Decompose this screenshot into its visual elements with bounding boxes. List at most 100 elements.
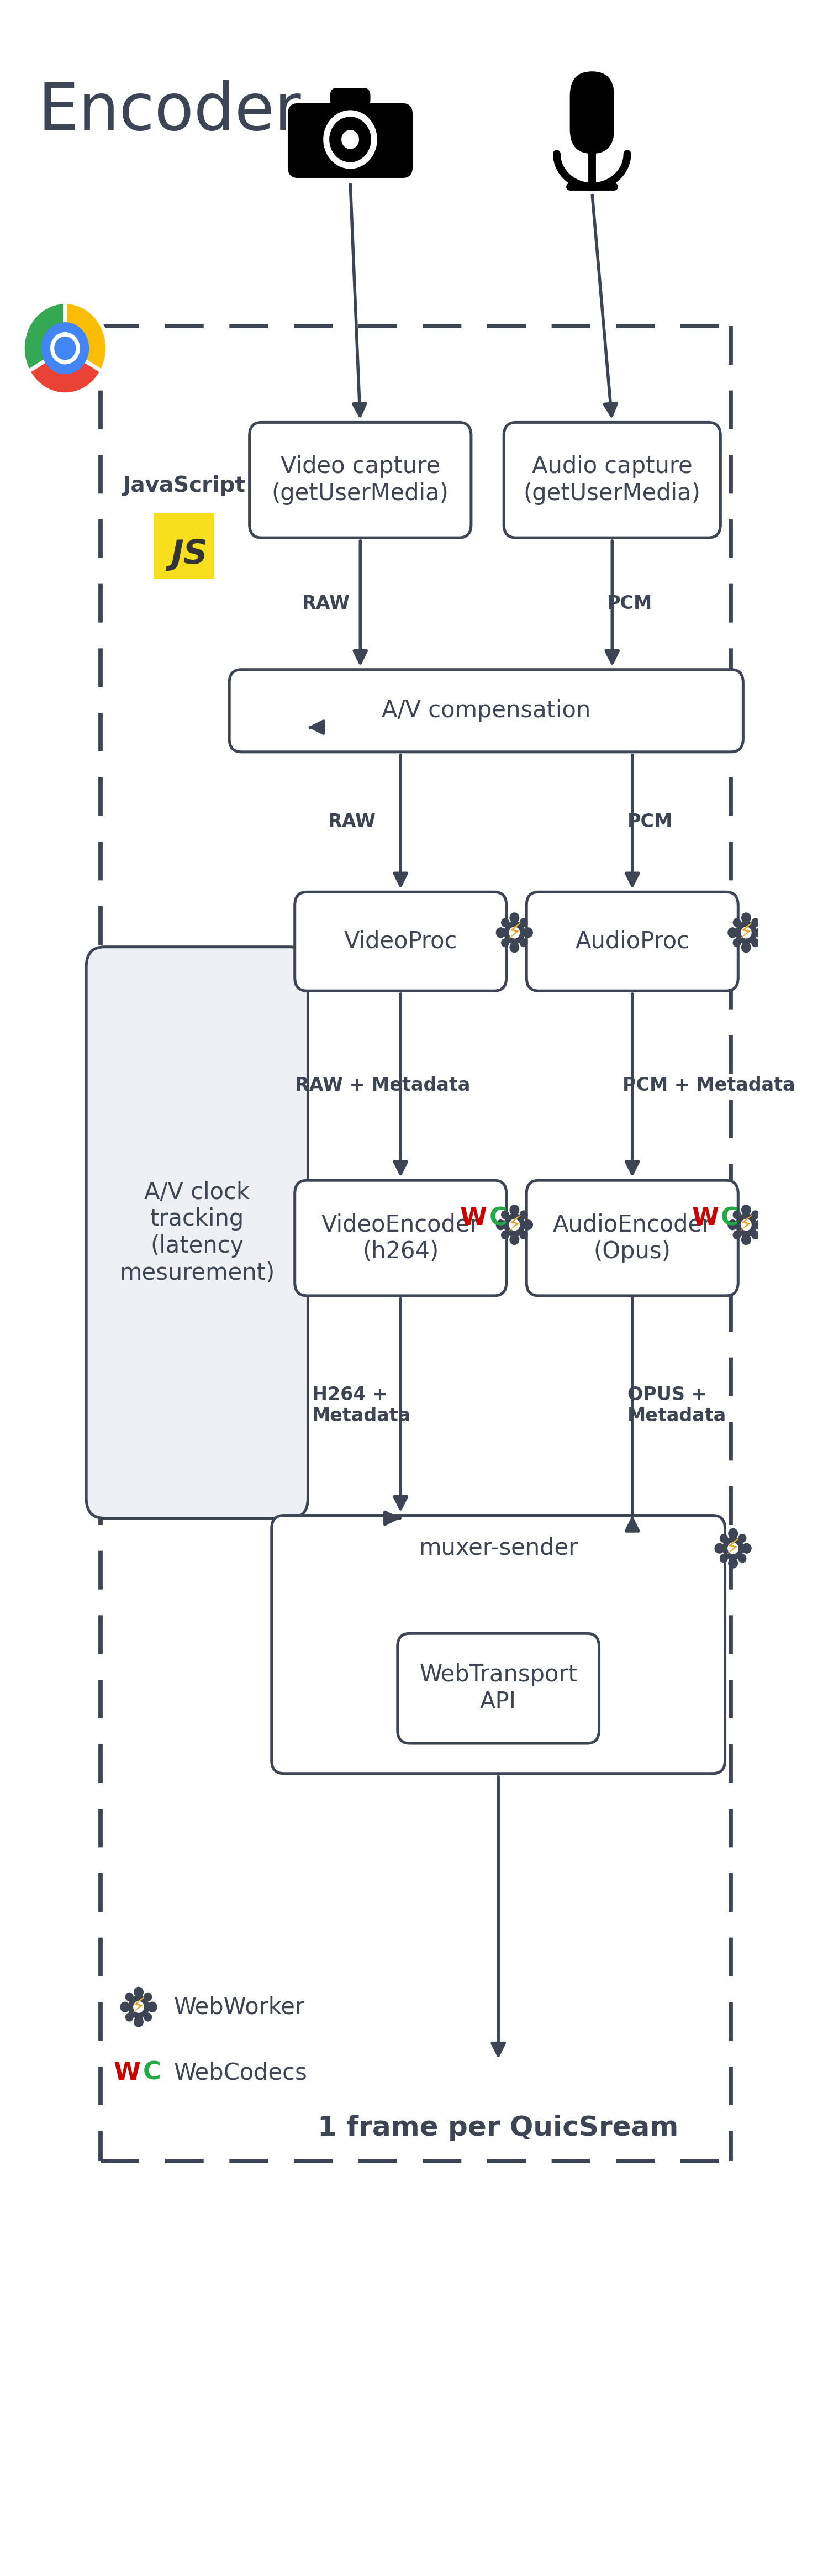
Text: PCM: PCM <box>607 595 653 613</box>
Circle shape <box>737 922 756 943</box>
Text: ⚡: ⚡ <box>507 1213 522 1236</box>
Circle shape <box>752 940 759 945</box>
Text: ⚡: ⚡ <box>508 1216 522 1234</box>
Circle shape <box>524 927 532 938</box>
Text: Encoder: Encoder <box>38 80 301 144</box>
Text: A/V clock
tracking
(latency
mesurement): A/V clock tracking (latency mesurement) <box>119 1180 275 1285</box>
Circle shape <box>742 1218 751 1229</box>
Circle shape <box>502 1211 509 1218</box>
Text: VideoEncoder
(h264): VideoEncoder (h264) <box>322 1213 480 1262</box>
Text: 1 frame per QuicSream: 1 frame per QuicSream <box>318 2115 679 2141</box>
Circle shape <box>126 1994 133 2002</box>
Circle shape <box>752 1211 759 1218</box>
Text: VideoProc: VideoProc <box>344 930 458 953</box>
Circle shape <box>509 927 519 938</box>
Text: ⚡: ⚡ <box>739 1216 753 1234</box>
Text: PCM: PCM <box>627 814 672 832</box>
Circle shape <box>330 118 370 162</box>
Circle shape <box>520 1231 527 1239</box>
Text: AudioProc: AudioProc <box>575 930 690 953</box>
Circle shape <box>733 940 740 945</box>
Circle shape <box>720 1535 728 1543</box>
Circle shape <box>128 1996 149 2017</box>
Circle shape <box>510 914 518 922</box>
Circle shape <box>126 2014 133 2020</box>
Circle shape <box>728 927 737 938</box>
Circle shape <box>324 111 376 167</box>
Text: C: C <box>721 1206 739 1231</box>
Text: ⚡: ⚡ <box>738 922 754 943</box>
Circle shape <box>510 1206 518 1213</box>
Circle shape <box>752 920 759 927</box>
Circle shape <box>756 927 764 938</box>
Circle shape <box>134 1989 143 1996</box>
Circle shape <box>145 1994 151 2002</box>
Circle shape <box>715 1543 723 1553</box>
Circle shape <box>733 920 740 927</box>
Circle shape <box>496 1221 505 1229</box>
Text: WebTransport
API: WebTransport API <box>420 1664 577 1713</box>
Circle shape <box>739 1556 746 1561</box>
Text: WebCodecs: WebCodecs <box>174 2061 308 2084</box>
Text: muxer-sender: muxer-sender <box>419 1535 578 1558</box>
Circle shape <box>752 1231 759 1239</box>
Circle shape <box>728 1543 737 1553</box>
Circle shape <box>742 943 751 953</box>
Circle shape <box>502 940 509 945</box>
Circle shape <box>729 1530 737 1538</box>
Circle shape <box>739 1535 746 1543</box>
FancyBboxPatch shape <box>295 891 506 992</box>
Circle shape <box>737 1213 756 1236</box>
FancyBboxPatch shape <box>249 422 471 538</box>
Circle shape <box>510 1234 518 1244</box>
Circle shape <box>121 2002 129 2012</box>
Circle shape <box>342 131 358 149</box>
Circle shape <box>742 1234 751 1244</box>
FancyBboxPatch shape <box>86 948 308 1517</box>
Circle shape <box>742 914 751 922</box>
FancyBboxPatch shape <box>570 72 614 155</box>
Circle shape <box>502 1231 509 1239</box>
Wedge shape <box>23 301 65 371</box>
Circle shape <box>509 1218 519 1229</box>
Circle shape <box>742 1206 751 1213</box>
Text: RAW + Metadata: RAW + Metadata <box>295 1077 470 1095</box>
Circle shape <box>723 1538 743 1558</box>
FancyBboxPatch shape <box>272 1515 725 1772</box>
Text: ⚡: ⚡ <box>132 1996 146 2017</box>
Text: A/V compensation: A/V compensation <box>382 698 591 721</box>
Circle shape <box>756 1221 764 1229</box>
Circle shape <box>510 943 518 953</box>
Wedge shape <box>29 348 102 394</box>
Text: AudioEncoder
(Opus): AudioEncoder (Opus) <box>553 1213 712 1262</box>
Circle shape <box>134 2002 143 2012</box>
FancyBboxPatch shape <box>154 513 214 580</box>
Text: W: W <box>114 2061 141 2084</box>
Text: C: C <box>489 1206 507 1231</box>
Text: C: C <box>142 2061 160 2084</box>
FancyBboxPatch shape <box>527 891 738 992</box>
Circle shape <box>496 927 505 938</box>
Circle shape <box>728 1221 737 1229</box>
Text: ⚡: ⚡ <box>739 922 753 943</box>
Circle shape <box>733 1231 740 1239</box>
Circle shape <box>720 1556 728 1561</box>
Circle shape <box>742 1543 751 1553</box>
FancyBboxPatch shape <box>398 1633 599 1744</box>
Wedge shape <box>65 301 108 371</box>
FancyBboxPatch shape <box>230 670 743 752</box>
Text: Audio capture
(getUserMedia): Audio capture (getUserMedia) <box>523 456 700 505</box>
Circle shape <box>742 927 751 938</box>
Circle shape <box>145 2014 151 2020</box>
Text: JS: JS <box>170 538 207 572</box>
Text: OPUS +
Metadata: OPUS + Metadata <box>627 1386 726 1425</box>
Circle shape <box>134 2017 143 2027</box>
Text: W: W <box>692 1206 719 1231</box>
Text: ⚡: ⚡ <box>725 1538 741 1558</box>
Circle shape <box>148 2002 156 2012</box>
Circle shape <box>55 337 75 358</box>
Circle shape <box>524 1221 532 1229</box>
Text: ⚡: ⚡ <box>507 922 522 943</box>
Text: RAW: RAW <box>302 595 350 613</box>
Circle shape <box>733 1211 740 1218</box>
